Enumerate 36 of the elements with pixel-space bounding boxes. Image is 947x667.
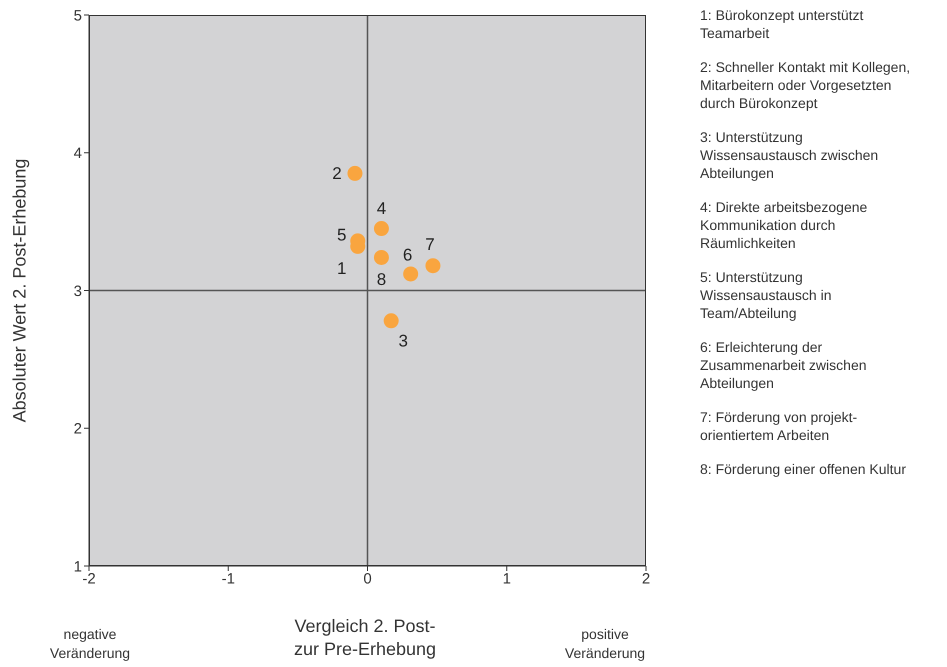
- y-axis-title: Absoluter Wert 2. Post-Erhebung: [9, 158, 30, 422]
- annotation: 2: [332, 164, 342, 183]
- annotation: 7: [425, 235, 435, 254]
- text: 1: Bürokonzept unterstützt Teamarbeit: [700, 6, 864, 42]
- text: 5: Unterstützung Wissensaustausch in Team/Abteilung: [700, 268, 833, 322]
- text: 3: Unterstützung Wissensaustausch zwischen Abteilungen: [700, 128, 880, 182]
- point: [374, 250, 389, 265]
- annotation: 6: [402, 245, 412, 264]
- x-tick-label: -2: [82, 570, 96, 588]
- text: 2: Schneller Kontakt mit Kollegen, Mitarbeitern oder Vorgesetzten durch Bürokonzept: [700, 58, 912, 112]
- y-tick-label: 1: [74, 558, 82, 576]
- annotation: 5: [337, 225, 346, 244]
- text: 6: Erleichterung der Zusammenarbeit zwischen Abteilungen: [700, 338, 868, 392]
- text: 7: Förderung von projekt-orientiertem Arbeiten: [700, 408, 858, 444]
- point: [347, 166, 362, 181]
- x-tick-label: 1: [502, 570, 511, 588]
- y-tick-label: 5: [74, 7, 82, 24]
- y-tick-label: 2: [74, 420, 82, 438]
- x-tick-label: -1: [222, 570, 235, 588]
- x-tick-label: 2: [642, 570, 650, 588]
- point: [384, 313, 399, 328]
- point: [425, 258, 440, 274]
- x-axis-title: Vergleich 2. Post-zur Pre-Erhebung: [292, 615, 438, 661]
- point: [403, 266, 418, 282]
- y-tick-label: 4: [74, 145, 82, 162]
- point: [374, 221, 389, 236]
- annotation: 3: [398, 331, 408, 350]
- annotation: 8: [376, 270, 386, 289]
- x-tick-label: 0: [363, 570, 372, 588]
- text: 8: Förderung einer offenen Kultur: [700, 460, 907, 478]
- annotation: 4: [376, 199, 386, 218]
- text: negative Veränderung: [48, 625, 132, 663]
- annotation: 1: [337, 258, 346, 278]
- text: positive Veränderung: [564, 625, 646, 663]
- text: 4: Direkte arbeitsbezogene Kommunikation durch Räumlichkeiten: [700, 198, 868, 252]
- y-tick-label: 3: [74, 282, 82, 300]
